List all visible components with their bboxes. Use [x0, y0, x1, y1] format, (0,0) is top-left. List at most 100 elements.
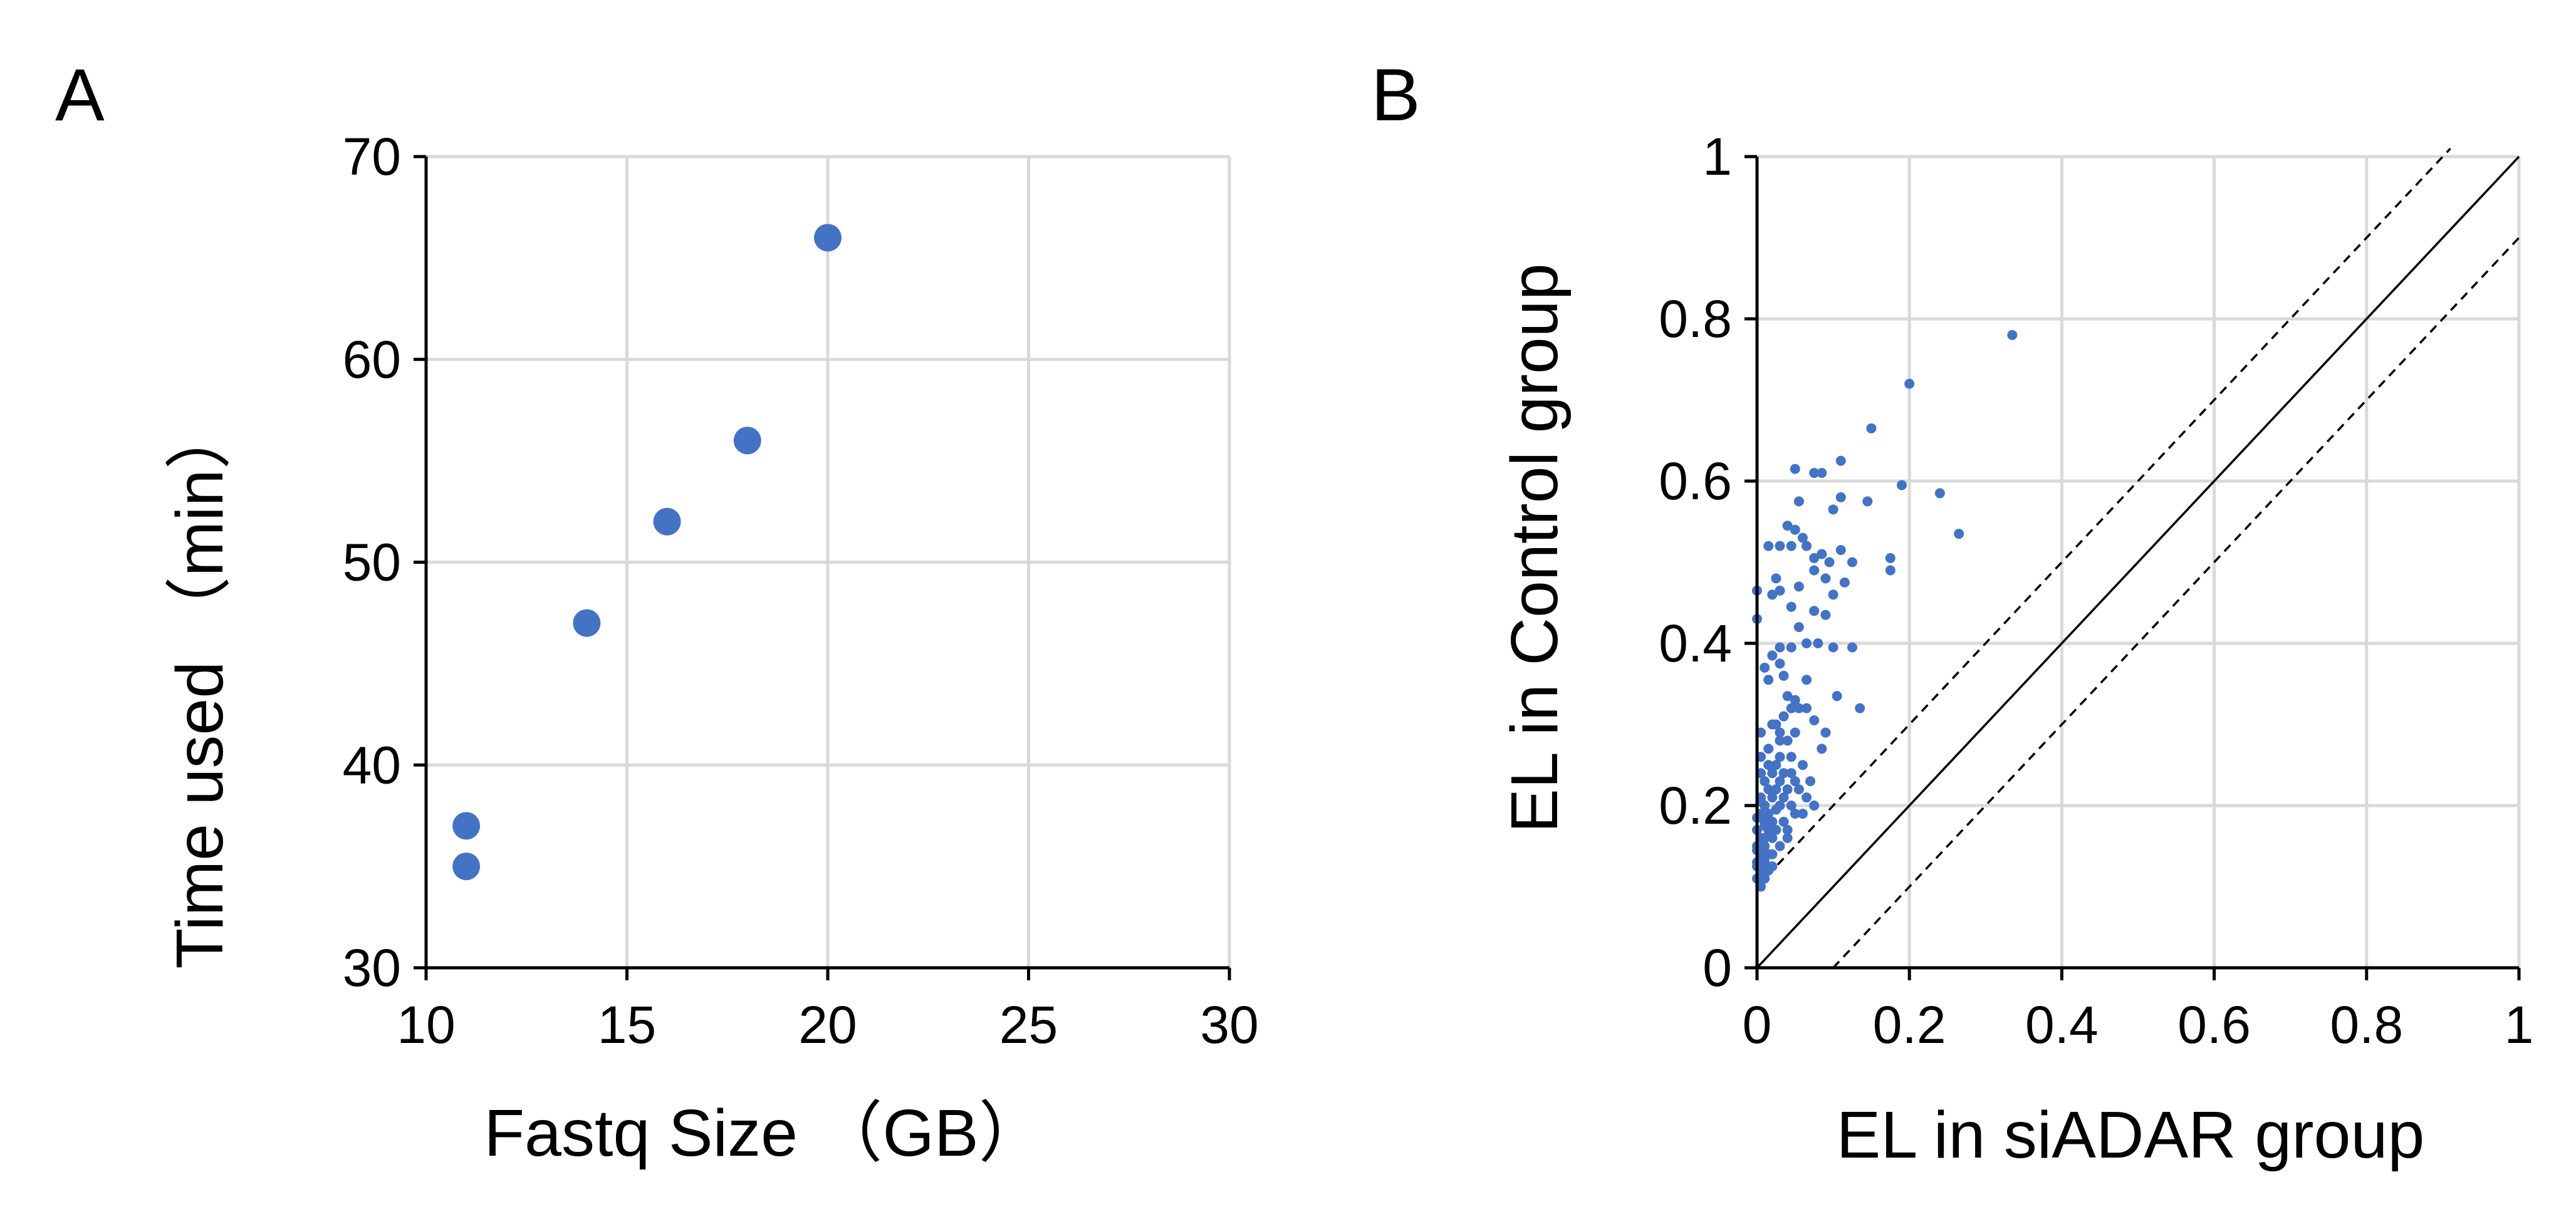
- chart-a-points: [452, 224, 842, 881]
- data-point: [1763, 744, 1774, 754]
- x-tick-label: 0: [1743, 995, 1772, 1054]
- data-point: [1824, 557, 1835, 568]
- scatter-chart-b: 0 0.2 0.4 0.6 0.8 1 0 0.2 0.4 0.6 0.8 1 EL in siADA…: [1498, 127, 2533, 1172]
- data-point: [1782, 824, 1793, 835]
- data-point: [1802, 675, 1812, 685]
- data-point: [1782, 521, 1793, 531]
- data-point: [1802, 541, 1812, 551]
- data-point: [1763, 808, 1774, 819]
- data-point: [1786, 601, 1796, 612]
- data-point: [1778, 670, 1789, 681]
- data-point: [1782, 832, 1793, 843]
- data-point: [1771, 760, 1781, 770]
- reference-line-lower-threshold: [1832, 237, 2520, 969]
- data-point: [1809, 606, 1820, 616]
- data-point: [452, 812, 481, 840]
- data-point: [1817, 744, 1827, 754]
- data-point: [1763, 541, 1774, 551]
- data-point: [1793, 784, 1804, 795]
- y-tick-label: 40: [343, 735, 401, 794]
- data-point: [1782, 691, 1793, 702]
- data-point: [1763, 784, 1774, 795]
- chart-b-reference-lines: [1756, 147, 2520, 969]
- data-point: [1782, 784, 1793, 795]
- y-tick-label: 50: [343, 533, 401, 592]
- data-point: [1820, 727, 1831, 738]
- data-point: [1767, 849, 1778, 859]
- data-point: [1760, 821, 1770, 831]
- chart-b-points: [1752, 329, 2018, 892]
- data-point: [1828, 589, 1838, 600]
- data-point: [1775, 727, 1785, 738]
- data-point: [1839, 577, 1850, 588]
- data-point: [1760, 662, 1770, 673]
- data-point: [1809, 801, 1820, 811]
- data-point: [1767, 816, 1778, 827]
- data-point: [1885, 565, 1895, 576]
- chart-a-tick-labels: 10 15 20 25 30 30 40 50 60 70: [343, 127, 1259, 1054]
- data-point: [1832, 691, 1842, 702]
- data-point: [1775, 841, 1785, 851]
- data-point: [1790, 776, 1800, 787]
- data-point: [1802, 703, 1812, 713]
- data-point: [1775, 541, 1785, 551]
- data-point: [1763, 675, 1774, 685]
- data-point: [1790, 808, 1800, 819]
- data-point: [1775, 585, 1785, 596]
- data-point: [1767, 650, 1778, 661]
- data-point: [1813, 638, 1823, 648]
- x-tick-label: 0.8: [2330, 995, 2403, 1054]
- scatter-chart-a: 10 15 20 25 30 30 40 50 60 70 Fastq Size （GB） Tim…: [163, 127, 1259, 1170]
- data-point: [1820, 609, 1831, 620]
- data-point: [1767, 768, 1778, 779]
- data-point: [1760, 853, 1770, 864]
- data-point: [1760, 873, 1770, 884]
- data-point: [1954, 529, 1964, 539]
- data-point: [1805, 776, 1816, 787]
- data-point: [1835, 455, 1846, 466]
- data-point: [1802, 638, 1812, 648]
- data-point: [1775, 776, 1785, 787]
- data-point: [653, 507, 681, 536]
- data-point: [1790, 695, 1800, 705]
- data-point: [1866, 423, 1877, 433]
- data-point: [1786, 703, 1796, 713]
- y-tick-label: 0.8: [1659, 289, 1732, 348]
- data-point: [1778, 792, 1789, 803]
- data-point: [1786, 642, 1796, 653]
- data-point: [1778, 768, 1789, 779]
- chart-b-tick-labels: 0 0.2 0.4 0.6 0.8 1 0 0.2 0.4 0.6 0.8 1: [1659, 127, 2533, 1054]
- data-point: [1809, 468, 1820, 479]
- y-tick-label: 0.4: [1659, 614, 1732, 673]
- data-point: [814, 224, 842, 252]
- chart-a-x-axis-label: Fastq Size （GB）: [484, 1096, 1045, 1170]
- data-point: [1793, 622, 1804, 633]
- data-point: [1797, 760, 1808, 770]
- y-tick-label: 1: [1703, 127, 1732, 186]
- y-tick-label: 60: [343, 330, 401, 389]
- data-point: [1828, 642, 1838, 653]
- x-tick-label: 0.2: [1873, 995, 1946, 1054]
- y-tick-label: 0: [1703, 938, 1732, 997]
- data-point: [573, 609, 601, 637]
- data-point: [1771, 824, 1781, 835]
- data-point: [1771, 784, 1781, 795]
- data-point: [1828, 504, 1838, 515]
- panel-letter-a: A: [55, 54, 105, 137]
- data-point: [1793, 703, 1804, 713]
- data-point: [1897, 480, 1907, 490]
- data-point: [1778, 711, 1789, 722]
- data-point: [1817, 549, 1827, 559]
- data-point: [1782, 735, 1793, 746]
- chart-a-y-axis-label: Time used （min）: [163, 403, 237, 968]
- data-point: [1786, 752, 1796, 762]
- data-point: [1934, 488, 1945, 499]
- data-point: [1817, 468, 1827, 479]
- x-tick-label: 0.4: [2025, 995, 2099, 1054]
- y-tick-label: 70: [343, 127, 401, 186]
- data-point: [1793, 581, 1804, 592]
- y-tick-label: 30: [343, 938, 401, 997]
- data-point: [452, 853, 481, 881]
- data-point: [1767, 832, 1778, 843]
- data-point: [1790, 727, 1800, 738]
